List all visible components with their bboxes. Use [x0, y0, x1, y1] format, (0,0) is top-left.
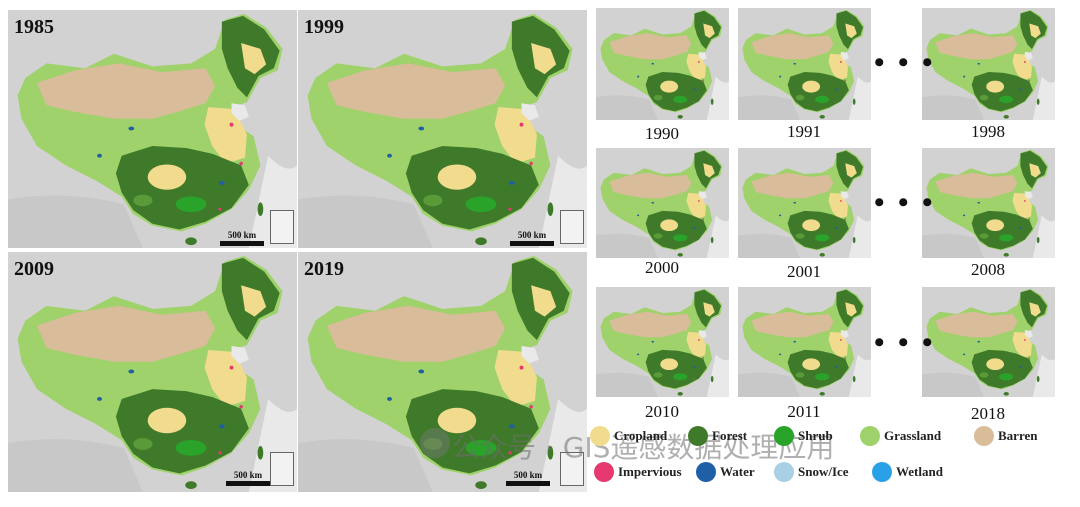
scale-bar-label: 500 km [233, 470, 263, 480]
legend-item-grassland: Grassland [860, 426, 941, 446]
legend-label: Forest [712, 428, 748, 443]
legend-item-impervious: Impervious [594, 462, 682, 482]
small-map-2008 [922, 148, 1055, 258]
impervious-swatch [594, 462, 614, 482]
small-year-label: 2008 [971, 260, 1005, 279]
legend-label: Barren [998, 428, 1038, 443]
south-china-sea-inset [270, 452, 294, 486]
scale-bar: 500 km [510, 230, 554, 246]
small-map-2000 [596, 148, 729, 258]
small-map-1990 [596, 8, 729, 120]
legend-label: Snow/Ice [798, 464, 849, 479]
scale-bar-label: 500 km [517, 230, 547, 240]
small-year-label: 2010 [645, 402, 679, 421]
ellipsis: • • • [874, 46, 936, 79]
small-year-label: 2018 [971, 404, 1005, 423]
scale-bar-label: 500 km [227, 230, 257, 240]
legend-label: Water [720, 464, 755, 479]
legend-label: Shrub [798, 428, 833, 443]
year-label: 2019 [304, 258, 344, 280]
small-year-label: 2001 [787, 262, 821, 281]
scale-bar: 500 km [220, 230, 264, 246]
ellipsis: • • • [874, 186, 936, 219]
forest-swatch [688, 426, 708, 446]
legend-label: Grassland [884, 428, 942, 443]
south-china-sea-inset [560, 452, 584, 486]
small-year-label: 2000 [645, 258, 679, 277]
map-panel-1999: 1999 500 km [298, 10, 587, 248]
legend: Cropland Forest Shrub Grassland Barren I… [590, 424, 1070, 496]
legend-label: Wetland [896, 464, 943, 479]
scale-bar: 500 km [226, 470, 270, 486]
snow-ice-swatch [774, 462, 794, 482]
watermark: 公众号 · GIS遥感数据处理应用 [452, 431, 835, 464]
wetland-swatch [872, 462, 892, 482]
year-label: 1985 [14, 16, 54, 38]
map-panel-2009: 2009 500 km [8, 252, 297, 492]
small-map-1991 [738, 8, 871, 120]
year-label: 1999 [304, 16, 344, 38]
small-map-2001 [738, 148, 871, 258]
ellipsis: • • • [874, 326, 936, 359]
cropland-swatch [590, 426, 610, 446]
barren-swatch [974, 426, 994, 446]
small-year-label: 1998 [971, 122, 1005, 141]
shrub-swatch [774, 426, 794, 446]
legend-item-barren: Barren [974, 426, 1037, 446]
small-year-label: 1991 [787, 122, 821, 141]
water-swatch [696, 462, 716, 482]
legend-item-snow-ice: Snow/Ice [774, 462, 849, 482]
map-panel-2019: 2019 500 km [298, 252, 587, 492]
grassland-swatch [860, 426, 880, 446]
south-china-sea-inset [560, 210, 584, 244]
legend-item-cropland: Cropland [590, 426, 667, 446]
small-map-2011 [738, 287, 871, 397]
year-label: 2009 [14, 258, 54, 280]
small-map-1998 [922, 8, 1055, 120]
legend-item-forest: Forest [688, 426, 747, 446]
small-year-label: 2011 [787, 402, 821, 421]
small-year-label: 1990 [645, 124, 679, 143]
small-map-2018 [922, 287, 1055, 397]
legend-item-water: Water [696, 462, 755, 482]
scale-bar: 500 km [506, 470, 550, 486]
legend-item-shrub: Shrub [774, 426, 833, 446]
south-china-sea-inset [270, 210, 294, 244]
wechat-icon [420, 428, 450, 458]
scale-bar-label: 500 km [513, 470, 543, 480]
legend-label: Impervious [618, 464, 682, 479]
small-map-2010 [596, 287, 729, 397]
legend-label: Cropland [614, 428, 668, 443]
legend-item-wetland: Wetland [872, 462, 943, 482]
map-panel-1985: 1985 500 km [8, 10, 297, 248]
